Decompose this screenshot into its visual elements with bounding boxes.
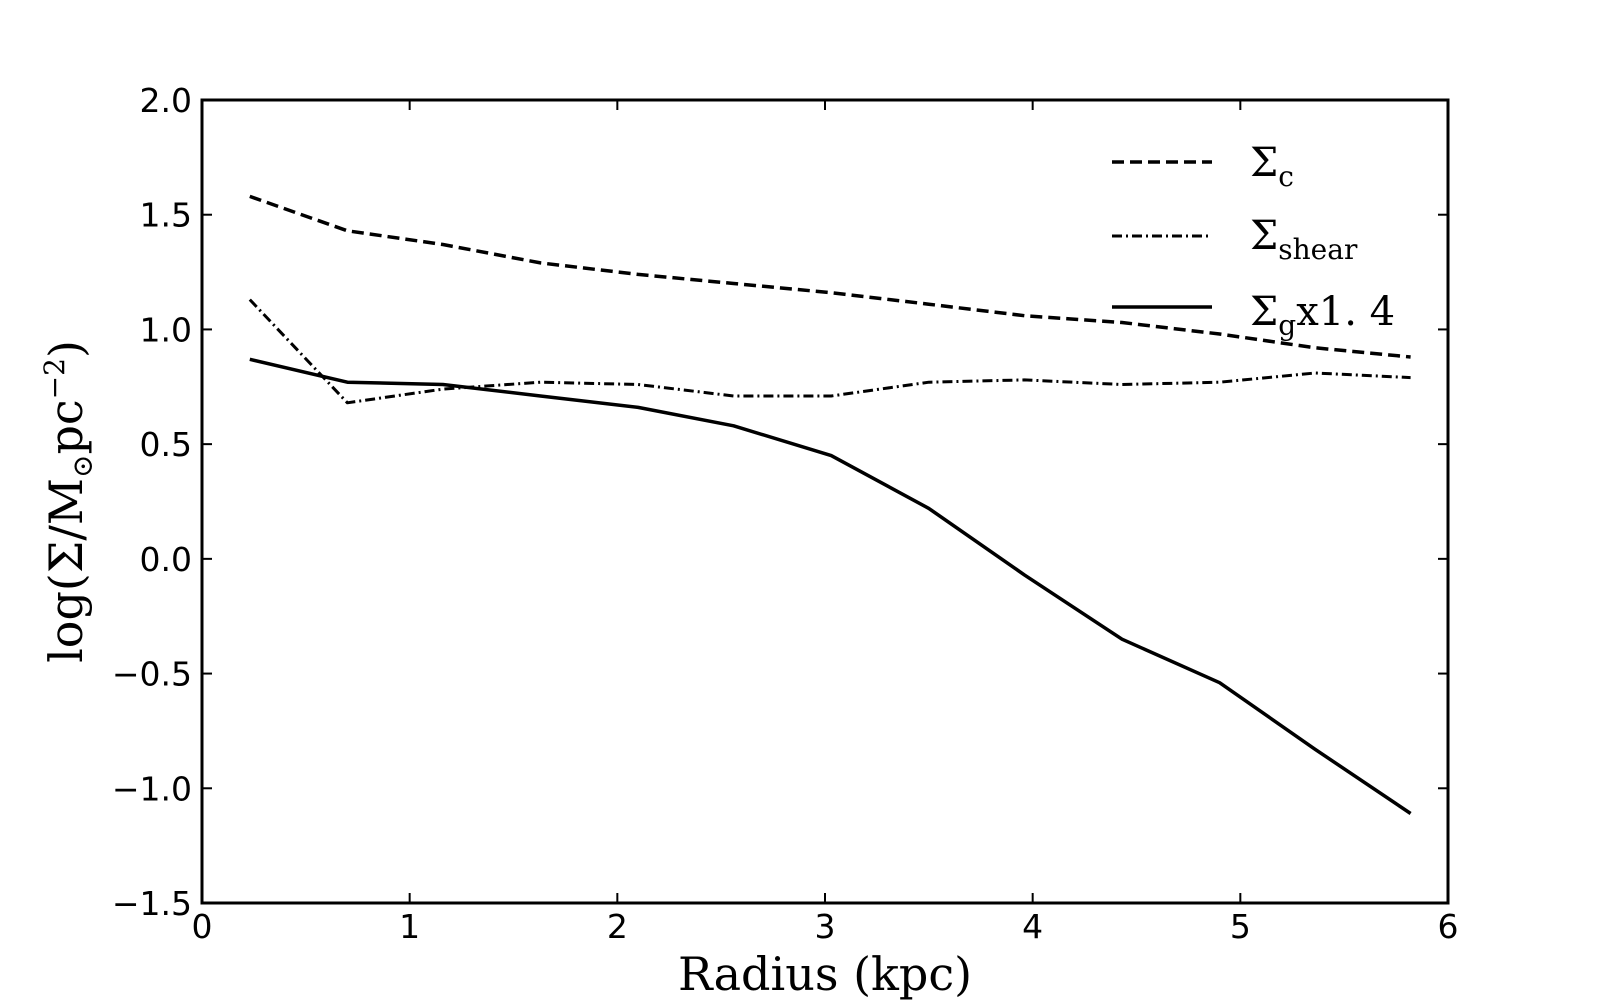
y-tick-label: 0.0 xyxy=(140,540,192,579)
legend: Σc Σshear Σgx1. 4 xyxy=(1112,140,1395,342)
x-tick-label: 5 xyxy=(1230,907,1251,946)
tick-label-layer: 0 1 2 3 4 5 6 2.0 1.5 1.0 0.5 0.0 −0.5 −1.0 −1.5 xyxy=(112,81,1459,946)
series-layer xyxy=(248,194,1412,815)
y-axis-title: log(Σ/M⊙pc−2) xyxy=(38,340,99,663)
legend-label-sigma-shear: Σshear xyxy=(1250,213,1358,266)
x-tick-label: 0 xyxy=(192,907,213,946)
y-axis-title-suffix: ) xyxy=(39,340,93,358)
tick-layer xyxy=(201,99,1449,904)
x-tick-label: 3 xyxy=(815,907,836,946)
series-line-sigma-shear xyxy=(248,298,1411,405)
y-axis-title-sub: ⊙ xyxy=(66,455,99,478)
y-axis-title-sup: −2 xyxy=(38,358,71,399)
y-tick-label: 1.0 xyxy=(140,310,192,349)
y-tick-label: 2.0 xyxy=(140,81,192,120)
series-line-sigma-g xyxy=(249,357,1412,815)
y-tick-label: 1.5 xyxy=(140,196,192,235)
y-axis-title-prefix: log(Σ/M xyxy=(39,478,93,663)
x-tick-label: 4 xyxy=(1022,907,1043,946)
y-tick-label: −1.5 xyxy=(112,884,192,923)
x-axis-title: Radius (kpc) xyxy=(678,947,972,1000)
x-tick-label: 6 xyxy=(1438,907,1459,946)
y-tick-label: 0.5 xyxy=(140,425,192,464)
x-tick-label: 2 xyxy=(607,907,628,946)
y-axis-title-mid: pc xyxy=(39,399,93,454)
legend-label-sigma-g: Σgx1. 4 xyxy=(1250,289,1395,342)
x-tick-label: 1 xyxy=(399,907,420,946)
series-line-sigma-c xyxy=(249,194,1411,359)
y-tick-label: −1.0 xyxy=(112,769,192,808)
y-tick-label: −0.5 xyxy=(112,655,192,694)
legend-label-sigma-c: Σc xyxy=(1250,140,1294,193)
